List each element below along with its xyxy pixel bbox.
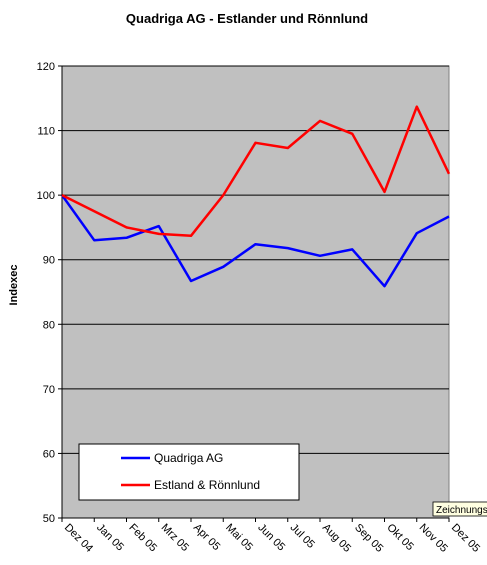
legend-label-estland: Estland & Rönnlund: [154, 478, 260, 492]
x-tick-label: Aug 05: [320, 522, 353, 555]
x-tick-label: Dez 04: [62, 522, 95, 555]
y-axis-label: Indexec: [8, 265, 20, 306]
series-line-quadriga[interactable]: [60, 194, 450, 288]
x-tick-label: Jan 05: [94, 522, 126, 554]
plot-area[interactable]: [61, 65, 450, 519]
x-tick-label: Dez 05: [449, 522, 482, 555]
x-axis-ticks: Dez 04 Jan 05 Feb 05 Mrz 05 Apr 05 Mai 05 Jun …: [61, 518, 482, 555]
y-axis-ticks: 50 60 70 80 90 100 110 120: [37, 61, 62, 525]
legend-box: [78, 443, 300, 501]
tooltip-box: [432, 501, 487, 517]
x-tick-label: Feb 05: [126, 522, 159, 555]
series-line-estland[interactable]: [61, 105, 451, 238]
y-tick-label-100: 100: [37, 190, 55, 202]
x-tick-label: Jul 05: [288, 522, 317, 551]
y-tick-label-110: 110: [37, 126, 55, 138]
y-tick-label-70: 70: [43, 384, 55, 396]
x-tick-label: Jun 05: [255, 522, 287, 554]
x-tick-label: Apr 05: [191, 522, 222, 553]
y-tick-label-50: 50: [43, 513, 55, 525]
y-tick-label-90: 90: [43, 255, 55, 267]
x-tick-label: Mai 05: [223, 522, 255, 554]
tooltip-text: Zeichnungs: [436, 505, 487, 516]
y-tick-label-60: 60: [43, 448, 55, 460]
x-tick-label: Sep 05: [352, 522, 385, 555]
x-tick-label: Okt 05: [384, 522, 415, 553]
tooltip: Zeichnungs: [432, 501, 487, 517]
x-tick-label: Nov 05: [417, 522, 450, 555]
legend[interactable]: Quadriga AG Estland & Rönnlund: [78, 443, 300, 501]
y-tick-label-120: 120: [37, 61, 55, 73]
y-tick-label-80: 80: [43, 319, 55, 331]
series-lines: [60, 105, 451, 288]
chart-title: Quadriga AG - Estlander und Rönnlund: [126, 11, 368, 26]
legend-label-quadriga: Quadriga AG: [154, 451, 223, 465]
x-tick-label: Mrz 05: [159, 522, 191, 554]
